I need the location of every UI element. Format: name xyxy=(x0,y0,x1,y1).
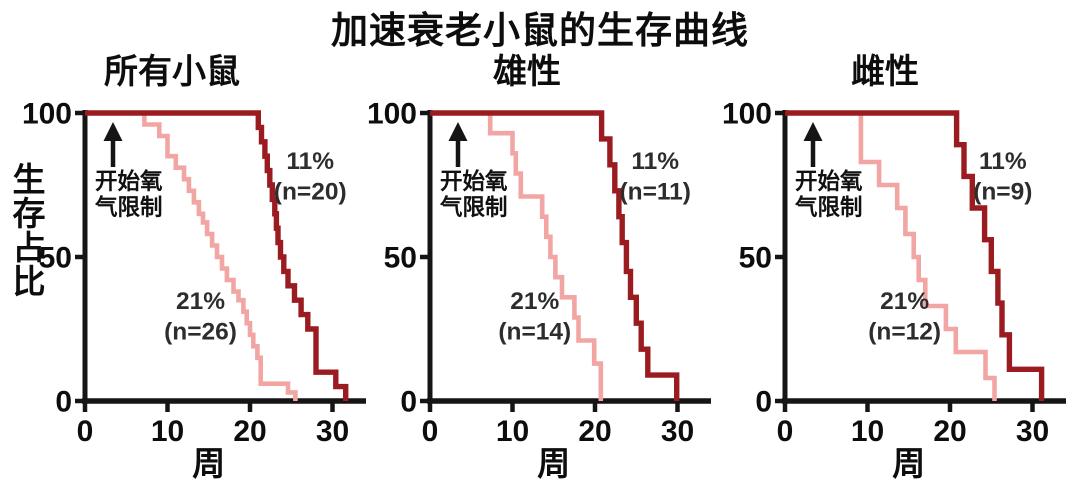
x-tick-label: 20 xyxy=(933,415,966,448)
oxygen-restriction-annotation: 开始氧气限制 xyxy=(94,168,163,220)
y-tick-label: 100 xyxy=(722,98,772,131)
x-tick-label: 0 xyxy=(77,415,94,448)
panel-title-females: 雌性 xyxy=(851,53,919,91)
y-tick-label: 0 xyxy=(55,386,72,419)
up-arrow-head-icon xyxy=(803,122,823,141)
y-axis-title: 生存占比 xyxy=(8,162,45,298)
up-arrow-head-icon xyxy=(103,122,123,141)
up-arrow-head-icon xyxy=(448,122,468,141)
y-tick-label: 0 xyxy=(400,386,417,419)
survival-curve-21pct xyxy=(430,110,604,401)
y-tick-label: 50 xyxy=(739,242,772,275)
x-tick-label: 20 xyxy=(578,415,611,448)
survival-curve-21pct xyxy=(85,110,298,401)
survival-chart-all-mice: 100 50 00 10 20 30 周 开始氧气限制 21% (n=26) 11% (n=20) xyxy=(22,98,366,482)
series-label-11pct: 11% (n=9) xyxy=(973,148,1032,206)
y-tick-label: 0 xyxy=(755,386,772,419)
oxygen-restriction-annotation: 开始氧气限制 xyxy=(439,168,508,220)
survival-curve-21pct xyxy=(785,110,997,401)
x-tick-label: 0 xyxy=(422,415,439,448)
series-label-11pct: 11% (n=11) xyxy=(619,148,691,206)
x-tick-label: 0 xyxy=(777,415,794,448)
y-tick-label: 50 xyxy=(39,242,72,275)
figure-title: 加速衰老小鼠的生存曲线 xyxy=(331,10,749,51)
y-tick-label: 100 xyxy=(367,98,417,131)
oxygen-restriction-annotation: 开始氧气限制 xyxy=(794,168,863,220)
x-tick-label: 20 xyxy=(233,415,266,448)
survival-curve-11pct xyxy=(85,110,349,401)
survival-chart-males: 100 50 00 10 20 30 周 开始氧气限制 21% (n=14) 11% (n=11) xyxy=(367,98,711,482)
series-label-11pct: 11% (n=20) xyxy=(274,148,347,206)
x-tick-label: 10 xyxy=(851,415,884,448)
x-tick-label: 10 xyxy=(496,415,529,448)
x-axis-title: 周 xyxy=(537,445,570,482)
x-tick-label: 10 xyxy=(151,415,184,448)
survival-chart-females: 100 50 00 10 20 30 周 开始氧气限制 21% (n=12) 11% (n=9) xyxy=(722,98,1066,482)
x-tick-label: 30 xyxy=(661,415,694,448)
x-axis-title: 周 xyxy=(192,445,225,482)
series-label-21pct: 21% (n=26) xyxy=(164,288,237,346)
panel-title-males: 雄性 xyxy=(493,53,561,91)
panel-title-all-mice: 所有小鼠 xyxy=(104,53,240,91)
y-tick-label: 50 xyxy=(384,242,417,275)
series-label-21pct: 21% (n=12) xyxy=(868,288,941,346)
x-axis-title: 周 xyxy=(892,445,925,482)
survival-curve-11pct xyxy=(430,110,680,401)
series-label-21pct: 21% (n=14) xyxy=(498,288,571,346)
x-tick-label: 30 xyxy=(1016,415,1049,448)
y-tick-label: 100 xyxy=(22,98,72,131)
survival-curve-11pct xyxy=(785,110,1045,401)
x-tick-label: 30 xyxy=(316,415,349,448)
